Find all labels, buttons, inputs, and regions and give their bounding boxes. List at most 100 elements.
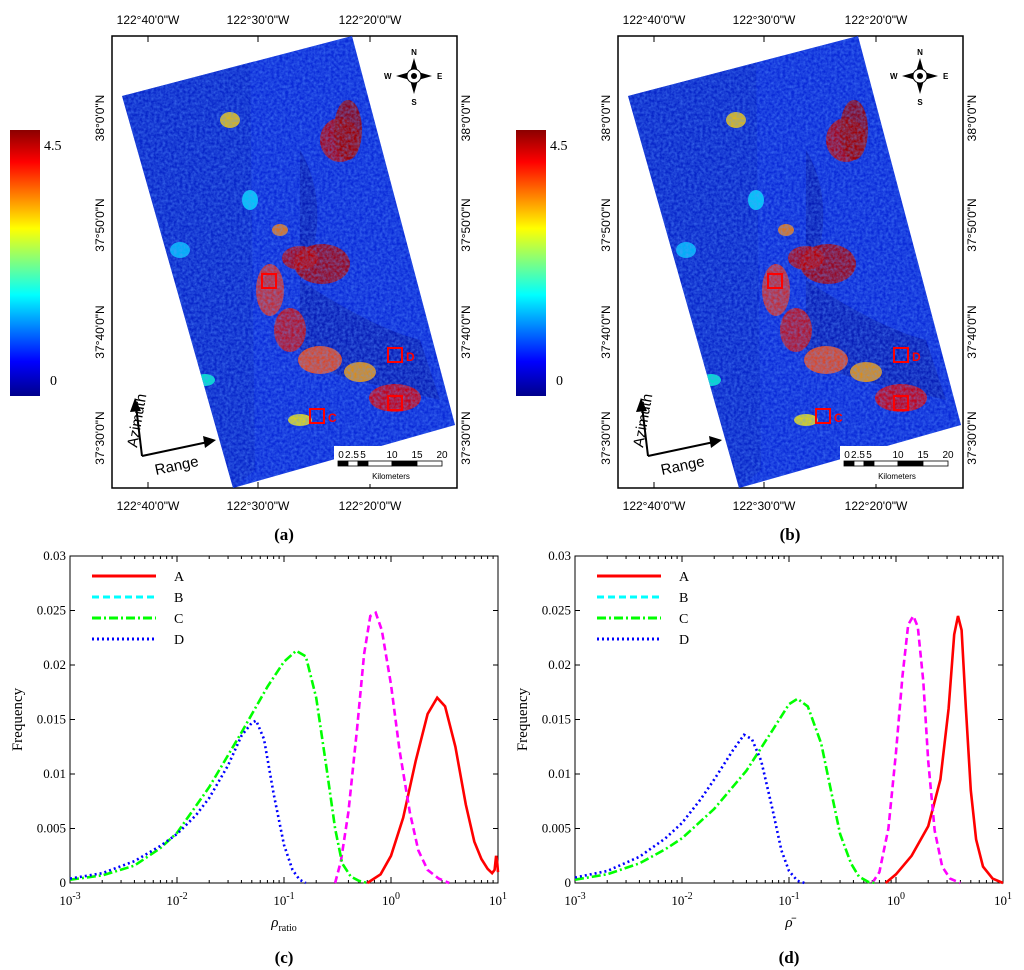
- lat-tick-right: 37°30'0"N: [459, 411, 473, 464]
- scale-bar-label: 5: [866, 450, 872, 461]
- colorbar-max-label: 4.5: [44, 139, 62, 154]
- x-tick-label: 10-3: [564, 891, 585, 908]
- y-tick-label: 0.005: [37, 821, 66, 836]
- region-label-d: D: [912, 350, 921, 364]
- y-tick-label: 0.02: [548, 657, 571, 672]
- y-axis-label: Frequency: [10, 687, 26, 751]
- compass-s: S: [411, 98, 417, 107]
- lat-tick-left: 37°40'0"N: [93, 305, 107, 358]
- series-line-a: [366, 695, 500, 885]
- lon-tick-bottom: 122°40'0"W: [623, 499, 686, 513]
- lat-tick-right: 37°50'0"N: [459, 198, 473, 251]
- scale-bar-label: 15: [917, 450, 929, 461]
- lat-tick-left: 37°30'0"N: [599, 411, 613, 464]
- y-tick-label: 0.03: [43, 548, 66, 563]
- plot-area: [574, 555, 1004, 884]
- y-tick-label: 0.025: [37, 603, 66, 618]
- legend-label-b: B: [679, 591, 688, 606]
- scale-bar-label: 20: [436, 450, 448, 461]
- lat-tick-right: 37°50'0"N: [965, 198, 979, 251]
- azimuth-arrowhead: [636, 398, 647, 412]
- legend-label-d: D: [679, 633, 689, 648]
- lat-tick-left: 37°50'0"N: [599, 198, 613, 251]
- lat-tick-left: 38°0'0"N: [599, 95, 613, 142]
- lon-tick-top: 122°40'0"W: [623, 13, 686, 27]
- scale-bar-label: 2.5: [851, 450, 865, 461]
- chart-c: 0 0.005 0.01 0.015 0.02 0.025 0.03 10-3 10-2 10-1…: [10, 548, 507, 967]
- scale-bar-segment: [922, 460, 949, 467]
- scale-bar-segment: [873, 460, 899, 467]
- lon-tick-bottom: 122°30'0"W: [227, 499, 290, 513]
- compass-n: N: [917, 48, 923, 57]
- scale-bar-label: 0: [338, 450, 344, 461]
- legend-label-a: A: [679, 570, 690, 585]
- range-arrowhead: [203, 436, 216, 448]
- lon-tick-top: 122°30'0"W: [733, 13, 796, 27]
- series-line-d: [574, 733, 805, 885]
- range-arrowhead: [709, 436, 722, 448]
- lat-tick-left: 37°30'0"N: [93, 411, 107, 464]
- y-tick-label: 0.015: [37, 712, 66, 727]
- lon-tick-bottom: 122°20'0"W: [845, 499, 908, 513]
- sar-swath: [122, 36, 455, 488]
- scale-bar-label: 10: [386, 450, 398, 461]
- y-tick-label: 0.025: [542, 603, 571, 618]
- colorbar-min-label: 0: [556, 374, 563, 389]
- y-axis-label: Frequency: [515, 687, 531, 751]
- scale-bar-label: 10: [892, 450, 904, 461]
- region-box-a: [261, 273, 277, 289]
- panel-label: (d): [779, 948, 800, 967]
- x-tick-label: 10-2: [166, 891, 187, 908]
- scale-bar-segment: [897, 460, 924, 467]
- compass-e: E: [437, 72, 443, 81]
- x-tick-label: 10-1: [273, 891, 294, 908]
- series-line-c: [574, 697, 877, 885]
- series-line-c: [69, 649, 368, 885]
- scale-bar-label: 5: [360, 450, 366, 461]
- scale-bar-segment: [843, 460, 855, 467]
- scale-bar-unit: Kilometers: [372, 472, 410, 481]
- scale-bar-segment: [337, 460, 349, 467]
- series-line-b: [871, 613, 961, 885]
- compass-s: S: [917, 98, 923, 107]
- y-tick-label: 0.01: [548, 766, 571, 781]
- region-label-c: C: [328, 411, 337, 425]
- scale-bar-segment: [391, 460, 418, 467]
- map-panel-a: 4.5 0 C D 122°40'0"W 122°40'0"W 122°30'0"W 122°…: [10, 13, 473, 544]
- scale-bar-label: 20: [942, 450, 954, 461]
- legend-label-c: C: [174, 612, 183, 627]
- series-line-d: [69, 718, 307, 885]
- region-box-d: [893, 347, 909, 363]
- range-arrow: [141, 441, 209, 457]
- swath-texture: [122, 36, 455, 488]
- compass-dot: [411, 73, 417, 79]
- region-box-c: [815, 408, 831, 424]
- lon-tick-bottom: 122°20'0"W: [339, 499, 402, 513]
- scale-bar-label: 15: [411, 450, 423, 461]
- y-tick-label: 0.02: [43, 657, 66, 672]
- y-tick-label: 0.03: [548, 548, 571, 563]
- compass-e: E: [943, 72, 949, 81]
- legend-label-c: C: [679, 612, 688, 627]
- scale-bar-unit: Kilometers: [878, 472, 916, 481]
- lat-tick-right: 37°40'0"N: [965, 305, 979, 358]
- y-tick-label: 0.005: [542, 821, 571, 836]
- y-tick-label: 0.015: [542, 712, 571, 727]
- lat-tick-left: 38°0'0"N: [93, 95, 107, 142]
- lat-tick-right: 38°0'0"N: [965, 95, 979, 142]
- region-box-a: [767, 273, 783, 289]
- scale-bar-segment: [853, 460, 865, 467]
- lat-tick-left: 37°40'0"N: [599, 305, 613, 358]
- map-panel-b: 4.5 0 C D 122°40'0"W 122°40'0"W 122°30'0"W 122°…: [516, 13, 979, 544]
- scale-bar-segment: [357, 460, 369, 467]
- scale-bar-segment: [347, 460, 359, 467]
- panel-label: (b): [780, 525, 801, 544]
- lon-tick-top: 122°30'0"W: [227, 13, 290, 27]
- lat-tick-right: 38°0'0"N: [459, 95, 473, 142]
- x-tick-label: 101: [994, 891, 1012, 908]
- x-axis-label: ρratio: [270, 915, 297, 934]
- legend-label-d: D: [174, 633, 184, 648]
- scale-bar: 0 2.5 5 10 15 20 Kilometers: [334, 446, 448, 484]
- region-box-c: [309, 408, 325, 424]
